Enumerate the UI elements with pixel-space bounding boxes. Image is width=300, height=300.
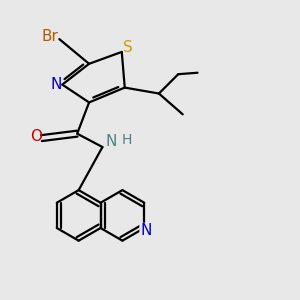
Text: H: H bbox=[122, 134, 132, 148]
Text: N: N bbox=[140, 224, 152, 238]
Text: N: N bbox=[105, 134, 116, 149]
Text: N: N bbox=[140, 224, 152, 238]
Text: Br: Br bbox=[42, 29, 59, 44]
Text: N: N bbox=[50, 77, 61, 92]
Text: S: S bbox=[123, 40, 133, 55]
Text: O: O bbox=[30, 129, 42, 144]
